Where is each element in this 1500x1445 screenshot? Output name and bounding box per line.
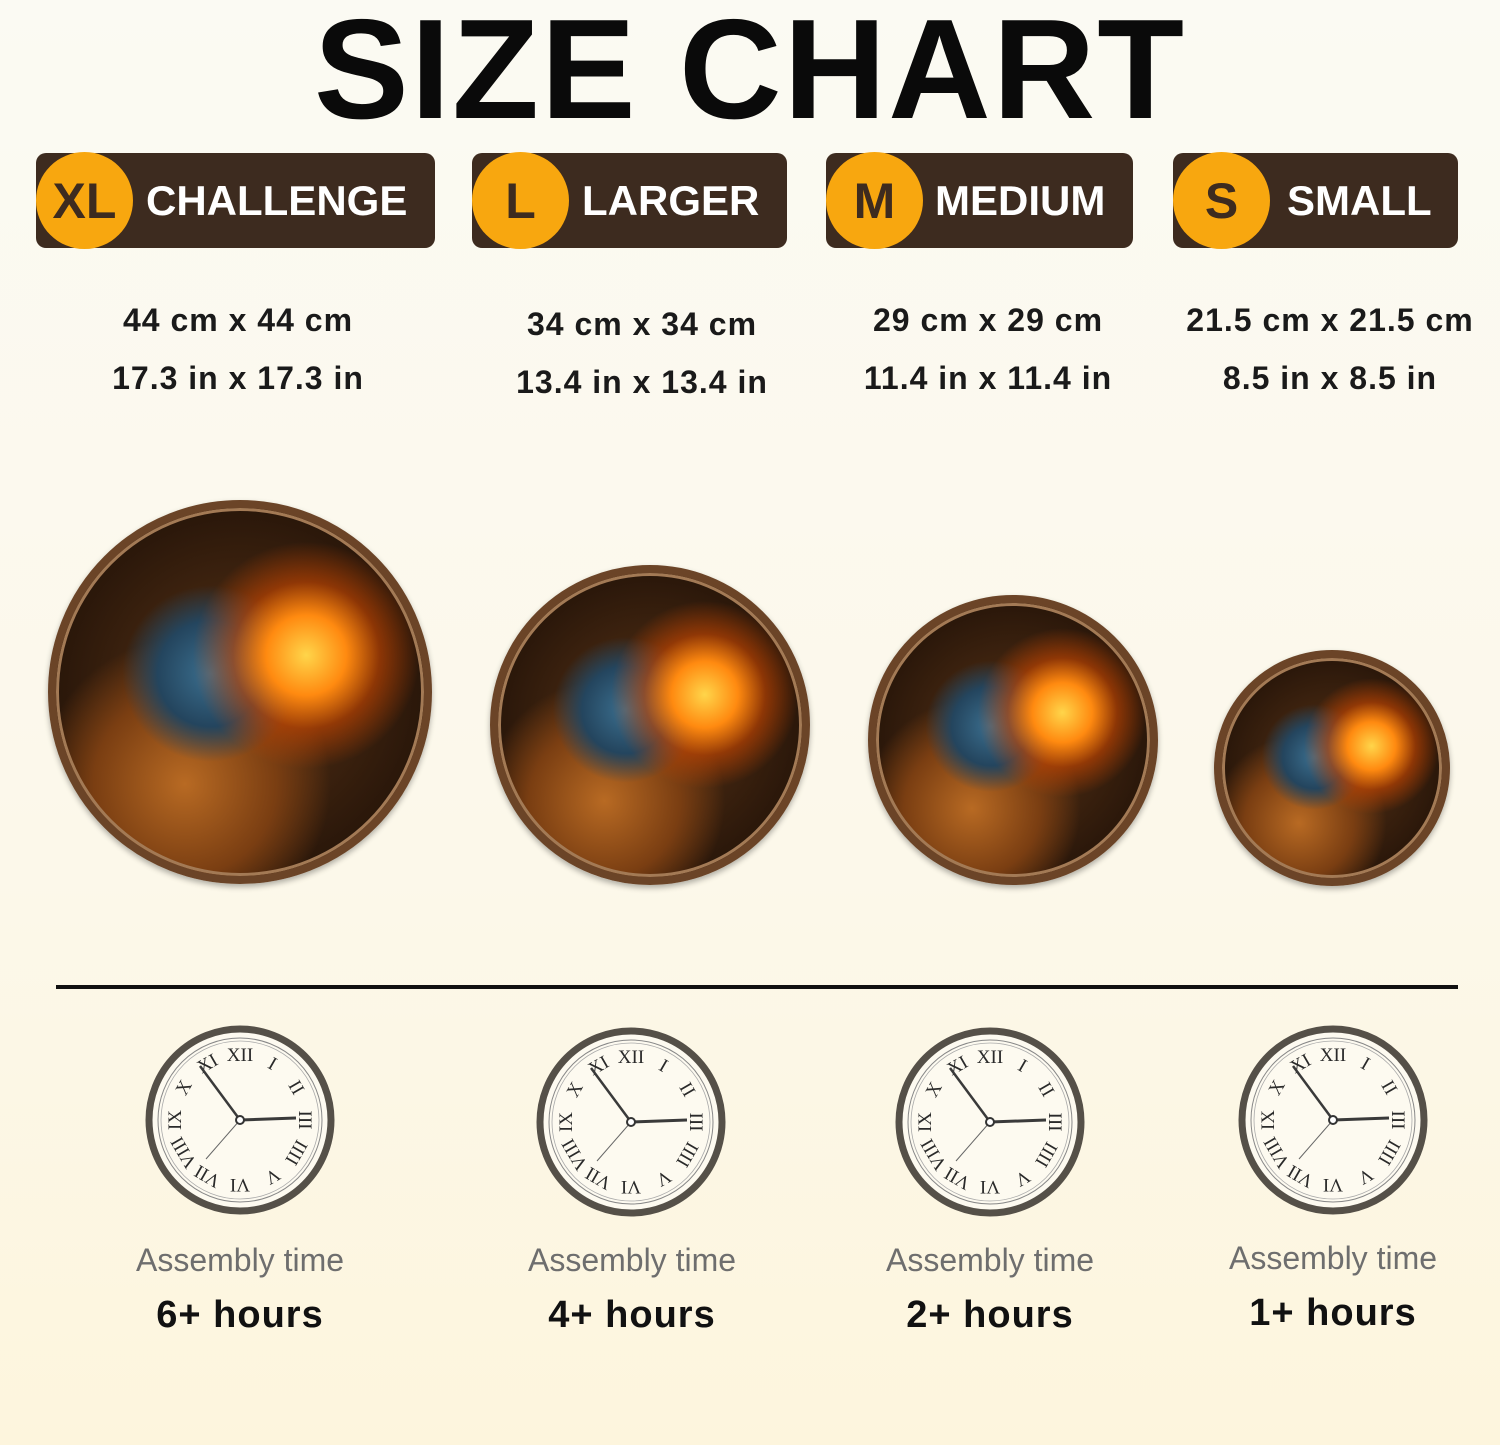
clock-numeral: IX [556, 1112, 577, 1132]
second-hand [1298, 1119, 1334, 1160]
clock-numeral: VI [230, 1174, 250, 1195]
clock-numeral: XII [1320, 1045, 1346, 1066]
assembly-label: Assembly time [885, 1242, 1095, 1278]
assembly-time: 2+ hours [906, 1294, 1074, 1336]
hour-hand [239, 1116, 297, 1122]
clock-numeral: III [1387, 1111, 1408, 1130]
clock-numeral: III [294, 1111, 315, 1130]
clock-numeral: IX [165, 1110, 186, 1130]
clock-numeral: IX [915, 1112, 936, 1132]
size-code-circle: M [826, 152, 923, 249]
clock-numeral: VI [621, 1176, 641, 1197]
size-badge-m: M MEDIUM [826, 152, 1133, 249]
imperial-size: 11.4 in x 11.4 in [863, 360, 1113, 396]
hour-hand [630, 1118, 688, 1124]
metric-size: 29 cm x 29 cm [872, 302, 1104, 338]
size-badge-l: L LARGER [472, 152, 787, 249]
assembly-time: 6+ hours [156, 1294, 324, 1336]
metric-size: 34 cm x 34 cm [526, 306, 758, 342]
assembly-time: 1+ hours [1249, 1292, 1417, 1334]
assembly-label: Assembly time [135, 1242, 345, 1278]
size-label: MEDIUM [935, 177, 1106, 224]
clock-numeral: XII [227, 1045, 253, 1066]
size-badge-xl: XL CHALLENGE [36, 152, 435, 249]
divider [56, 985, 1458, 989]
minute-hand [198, 1065, 242, 1121]
clock-numeral: VI [1323, 1174, 1343, 1195]
imperial-size: 17.3 in x 17.3 in [112, 360, 364, 396]
imperial-size: 13.4 in x 13.4 in [516, 364, 768, 400]
size-code-circle: XL [36, 152, 133, 249]
assembly-time: 4+ hours [548, 1294, 716, 1336]
size-label: CHALLENGE [146, 177, 408, 224]
clock-numeral: VI [980, 1176, 1000, 1197]
size-code-circle: L [472, 152, 569, 249]
minute-hand [948, 1067, 992, 1123]
size-label: LARGER [582, 177, 760, 224]
dimensions-l: 34 cm x 34 cm 13.4 in x 13.4 in [472, 295, 812, 411]
clock-numeral: III [1044, 1113, 1065, 1132]
second-hand [596, 1121, 632, 1162]
second-hand [955, 1121, 991, 1162]
puzzle-image-s [1214, 650, 1450, 886]
metric-size: 44 cm x 44 cm [122, 302, 354, 338]
dimensions-xl: 44 cm x 44 cm 17.3 in x 17.3 in [68, 291, 408, 407]
clock-numeral: III [685, 1113, 706, 1132]
dimensions-s: 21.5 cm x 21.5 cm 8.5 in x 8.5 in [1160, 291, 1500, 407]
assembly-label: Assembly time [1228, 1240, 1438, 1276]
hour-hand [1332, 1116, 1390, 1122]
puzzle-image-m [868, 595, 1158, 885]
metric-size: 21.5 cm x 21.5 cm [1186, 302, 1474, 338]
size-badge-s: S SMALL [1173, 152, 1458, 249]
clock-numeral: IX [1258, 1110, 1279, 1130]
dimensions-m: 29 cm x 29 cm 11.4 in x 11.4 in [818, 291, 1158, 407]
size-label: SMALL [1287, 177, 1432, 224]
second-hand [205, 1119, 241, 1160]
size-code-circle: S [1173, 152, 1270, 249]
clock-numeral: XII [618, 1047, 644, 1068]
hour-hand [989, 1118, 1047, 1124]
minute-hand [1291, 1065, 1335, 1121]
puzzle-image-l [490, 565, 810, 885]
puzzle-image-xl [48, 500, 432, 884]
clock-numeral: XII [977, 1047, 1003, 1068]
page-title: SIZE CHART [314, 0, 1186, 149]
assembly-label: Assembly time [527, 1242, 737, 1278]
minute-hand [589, 1067, 633, 1123]
imperial-size: 8.5 in x 8.5 in [1222, 360, 1438, 396]
